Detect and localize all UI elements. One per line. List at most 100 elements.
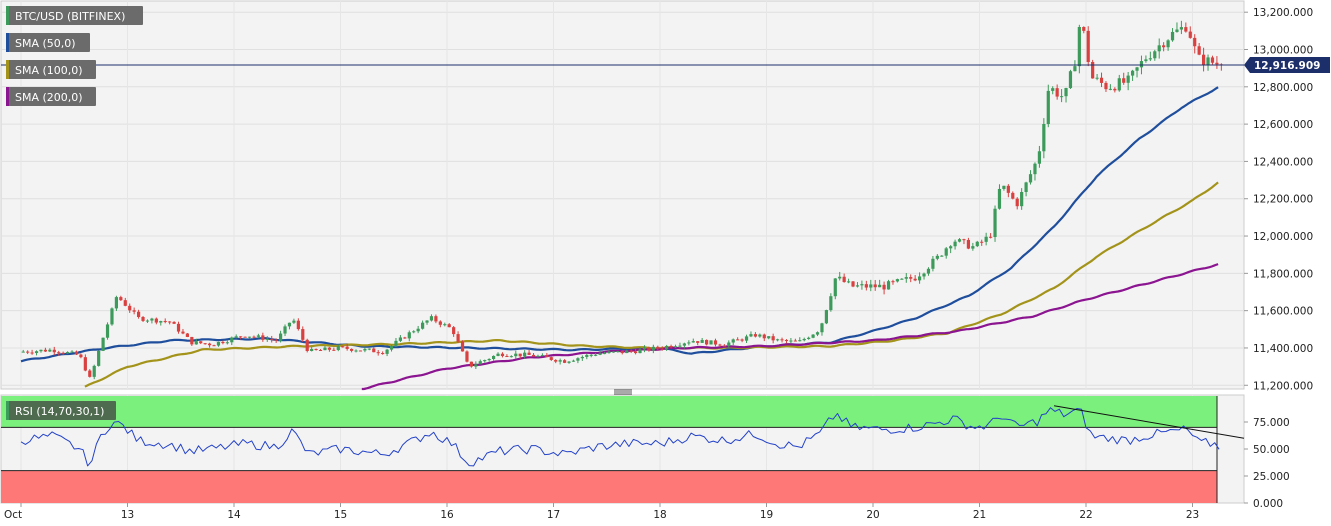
candle bbox=[212, 344, 216, 347]
candle bbox=[1153, 49, 1157, 61]
candle bbox=[514, 350, 518, 359]
legend-symbol[interactable]: BTC/USD (BITFINEX) bbox=[6, 6, 143, 25]
candle bbox=[882, 281, 886, 295]
price-tick-label: 12,400.000 bbox=[1253, 156, 1313, 168]
candle bbox=[949, 245, 953, 254]
candle bbox=[1210, 55, 1215, 65]
rsi-trendline[interactable] bbox=[1053, 405, 1245, 439]
candle bbox=[1184, 22, 1188, 33]
candle bbox=[1068, 69, 1073, 89]
candle bbox=[1144, 55, 1148, 63]
candle bbox=[926, 267, 931, 276]
candle bbox=[789, 338, 793, 344]
candle bbox=[1175, 22, 1179, 33]
candle bbox=[749, 331, 753, 338]
candle bbox=[1188, 26, 1192, 39]
candle bbox=[873, 280, 877, 291]
candle bbox=[580, 355, 584, 361]
candle bbox=[65, 351, 70, 354]
sma-line-sma200 bbox=[361, 263, 1219, 391]
legend-rsi[interactable]: RSI (14,70,30,1) bbox=[6, 401, 116, 420]
legend-sma-0-label: SMA (50,0) bbox=[15, 37, 76, 50]
price-tick-label: 11,400.000 bbox=[1253, 343, 1313, 355]
candle bbox=[696, 341, 700, 346]
candle bbox=[549, 356, 553, 361]
candle bbox=[270, 335, 274, 343]
candle bbox=[527, 349, 531, 355]
candle bbox=[216, 341, 221, 347]
candle bbox=[651, 344, 655, 354]
candle bbox=[642, 345, 647, 353]
candle bbox=[487, 358, 491, 362]
candle bbox=[660, 346, 664, 351]
candle bbox=[372, 347, 376, 353]
candle bbox=[385, 348, 389, 357]
candle bbox=[483, 359, 487, 363]
panel-resize-handle[interactable] bbox=[612, 389, 634, 395]
candle bbox=[860, 280, 864, 290]
candle bbox=[261, 332, 265, 342]
candle bbox=[740, 338, 744, 343]
candle bbox=[980, 239, 984, 246]
candle bbox=[807, 336, 811, 340]
candle bbox=[52, 346, 56, 356]
candle bbox=[691, 338, 695, 343]
legend-sma-1[interactable]: SMA (100,0) bbox=[6, 60, 96, 79]
candle bbox=[407, 330, 411, 342]
candle bbox=[775, 338, 780, 342]
candle bbox=[798, 337, 802, 342]
candle bbox=[327, 347, 332, 352]
candle bbox=[1104, 81, 1108, 92]
rsi-tick-label: 25.000 bbox=[1253, 471, 1290, 483]
candle bbox=[625, 349, 629, 354]
candle bbox=[26, 350, 30, 355]
candle bbox=[110, 307, 114, 326]
time-tick-label: Oct bbox=[4, 509, 22, 521]
candle bbox=[172, 321, 176, 324]
candle bbox=[713, 338, 718, 347]
candle bbox=[1108, 84, 1113, 91]
candle bbox=[341, 345, 345, 348]
candle bbox=[447, 323, 451, 328]
candle bbox=[1206, 54, 1210, 71]
candle bbox=[252, 335, 256, 339]
candle bbox=[349, 348, 354, 353]
candle bbox=[154, 317, 158, 325]
candle bbox=[123, 297, 127, 307]
legend-sma-2[interactable]: SMA (200,0) bbox=[6, 87, 96, 106]
candle bbox=[878, 279, 882, 288]
candle bbox=[43, 347, 48, 352]
candle bbox=[594, 352, 598, 357]
candle bbox=[802, 337, 806, 342]
price-tick-label: 12,200.000 bbox=[1253, 194, 1313, 206]
candle bbox=[1042, 118, 1046, 159]
candle bbox=[607, 349, 611, 354]
candle bbox=[21, 349, 25, 353]
candle bbox=[1046, 84, 1050, 128]
candle bbox=[1073, 60, 1077, 72]
candle bbox=[474, 361, 478, 370]
rsi-line bbox=[20, 407, 1220, 467]
legend-symbol-label: BTC/USD (BITFINEX) bbox=[15, 10, 125, 23]
candle bbox=[128, 303, 132, 313]
candle bbox=[1015, 197, 1019, 210]
legend-sma-0[interactable]: SMA (50,0) bbox=[6, 33, 90, 52]
candle bbox=[1113, 87, 1117, 93]
candle bbox=[403, 336, 407, 339]
rsi-tick-label: 0.000 bbox=[1253, 498, 1283, 510]
time-tick-label: 13 bbox=[121, 509, 134, 521]
candle bbox=[465, 350, 469, 363]
candle bbox=[793, 338, 797, 342]
candle bbox=[784, 339, 789, 344]
candle bbox=[176, 321, 181, 334]
price-tick-label: 11,800.000 bbox=[1253, 268, 1313, 280]
candle bbox=[376, 349, 380, 356]
candle bbox=[1117, 74, 1121, 92]
legend-sma-1-label: SMA (100,0) bbox=[15, 64, 83, 77]
candle bbox=[722, 344, 726, 347]
candle bbox=[869, 279, 873, 292]
candle bbox=[429, 314, 434, 322]
candle bbox=[1037, 145, 1042, 168]
price-tick-label: 11,200.000 bbox=[1253, 380, 1313, 392]
candle bbox=[478, 359, 482, 365]
